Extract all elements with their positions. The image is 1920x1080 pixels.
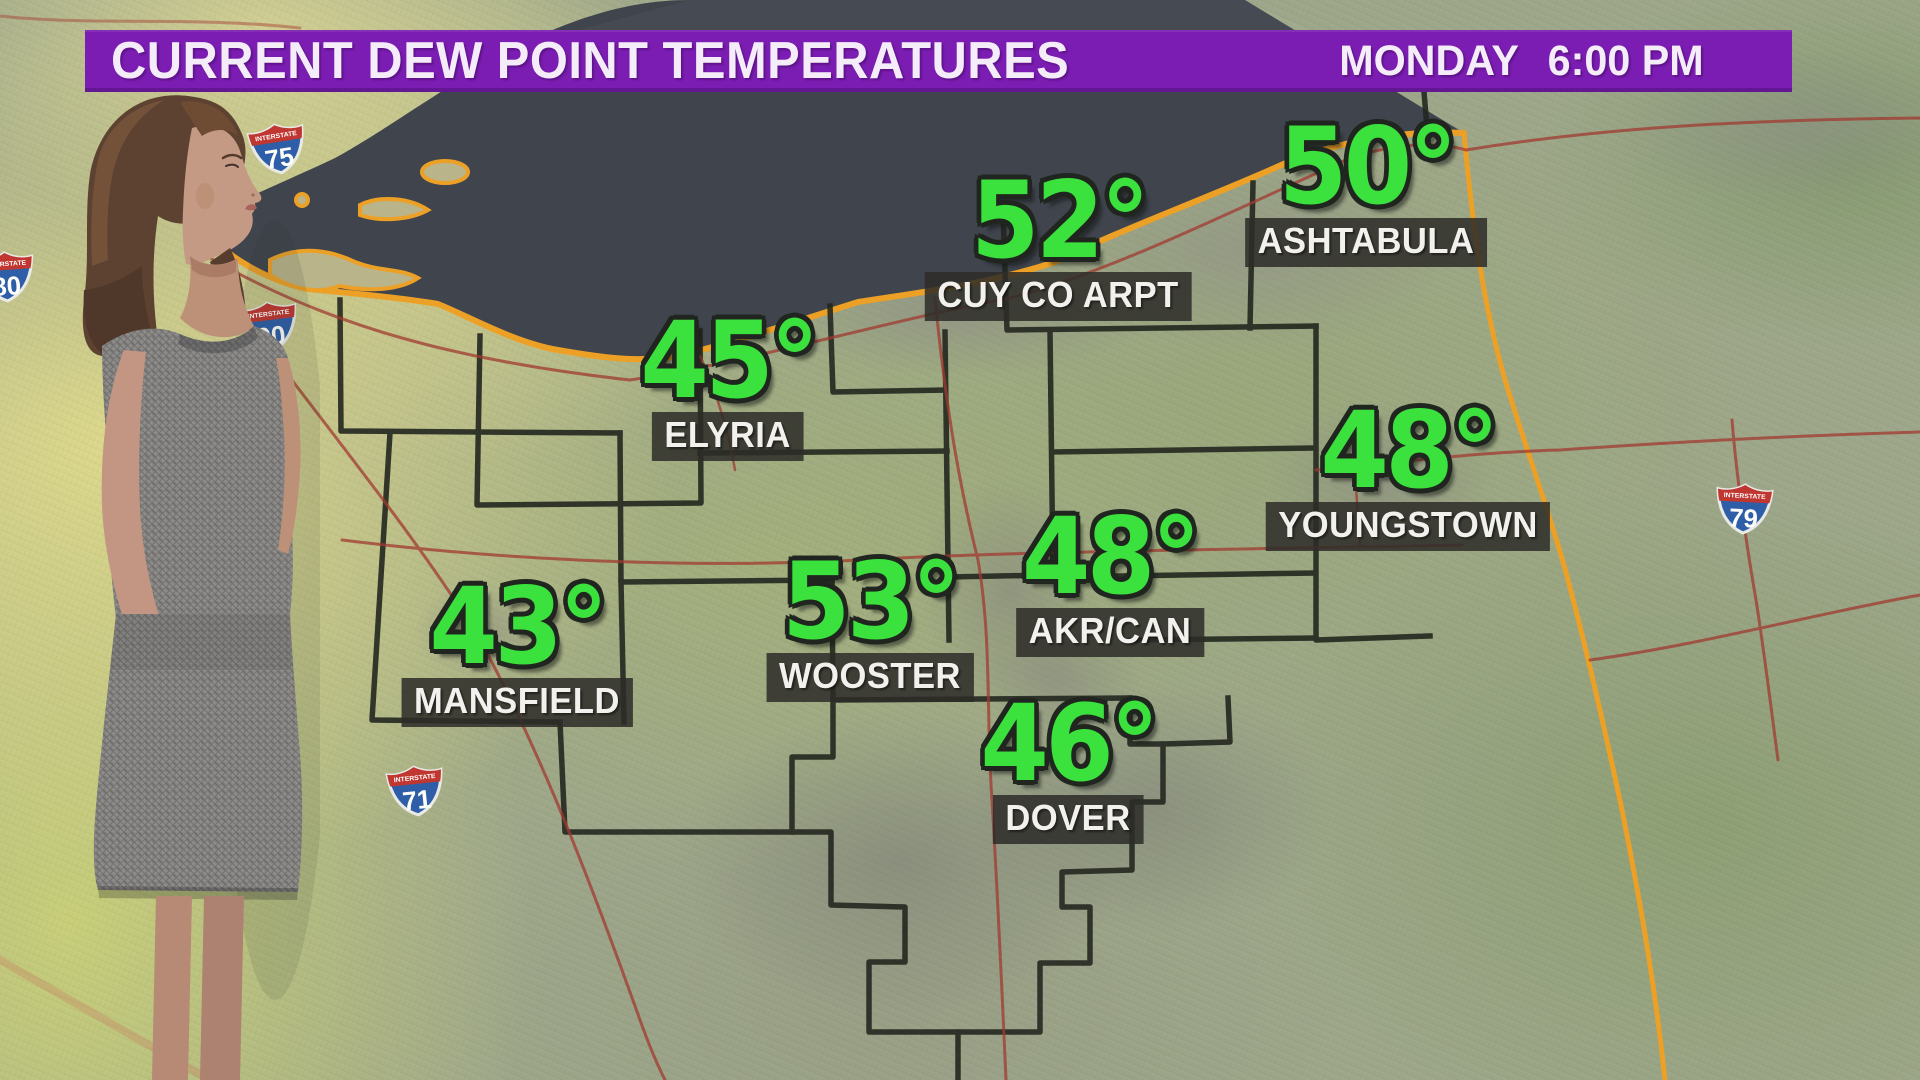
state-border — [1461, 132, 1668, 1080]
page-title: CURRENT DEW POINT TEMPERATURES — [111, 32, 1070, 90]
station-mansfield: 43° MANSFIELD — [397, 565, 638, 727]
interstate-79-number: 79 — [1728, 502, 1758, 533]
station-akr-can: 48° AKR/CAN — [1012, 495, 1208, 657]
interstate-75-shield: INTERSTATE 75 — [244, 118, 312, 181]
interstate-71-shield: INTERSTATE 71 — [383, 761, 448, 821]
dewpoint-value: 43° — [429, 565, 608, 688]
station-elyria: 45° ELYRIA — [634, 299, 823, 461]
banner-day: MONDAY — [1339, 36, 1520, 85]
interstate-label: INTERSTATE — [1723, 492, 1766, 501]
station-name: ELYRIA — [652, 411, 804, 461]
dewpoint-value: 48° — [1320, 389, 1499, 512]
dewpoint-value: 50° — [1278, 105, 1457, 228]
interstate-label: INTERSTATE — [393, 773, 436, 784]
dewpoint-value: 46° — [980, 682, 1159, 805]
shoreline — [192, 129, 1467, 363]
station-cuy-co-arpt: 52° CUY CO ARPT — [919, 159, 1197, 321]
interstate-75-number: 75 — [263, 141, 296, 175]
dewpoint-value: 48° — [1022, 495, 1201, 618]
station-name: YOUNGSTOWN — [1265, 501, 1551, 551]
banner-datetime: MONDAY 6:00 PM — [1340, 37, 1705, 86]
station-name: AKR/CAN — [1016, 607, 1204, 657]
station-name: CUY CO ARPT — [924, 271, 1192, 321]
station-wooster: 53° WOOSTER — [762, 540, 978, 702]
station-youngstown: 48° YOUNGSTOWN — [1260, 389, 1556, 551]
dewpoint-value: 45° — [640, 299, 819, 422]
station-ashtabula: 50° ASHTABULA — [1240, 105, 1492, 267]
interstate-label: INTERSTATE — [0, 260, 27, 270]
station-dover: 46° DOVER — [974, 682, 1163, 844]
banner-time: 6:00 PM — [1547, 36, 1704, 85]
interstate-80-shield: INTERSTATE 80 — [0, 248, 38, 306]
weather-presenter — [82, 95, 320, 1080]
banner: CURRENT DEW POINT TEMPERATURES MONDAY 6:0… — [85, 30, 1792, 92]
station-name: WOOSTER — [766, 652, 974, 702]
station-name: DOVER — [992, 794, 1144, 844]
interstate-71-number: 71 — [401, 784, 433, 817]
dewpoint-value: 53° — [782, 540, 961, 663]
interstate-79-shield: INTERSTATE 79 — [1713, 480, 1776, 537]
dewpoint-value: 52° — [970, 159, 1149, 282]
station-name: MANSFIELD — [401, 677, 633, 727]
station-name: ASHTABULA — [1245, 217, 1487, 267]
lake-islands — [268, 159, 470, 293]
interstate-80-number: 80 — [0, 270, 22, 302]
